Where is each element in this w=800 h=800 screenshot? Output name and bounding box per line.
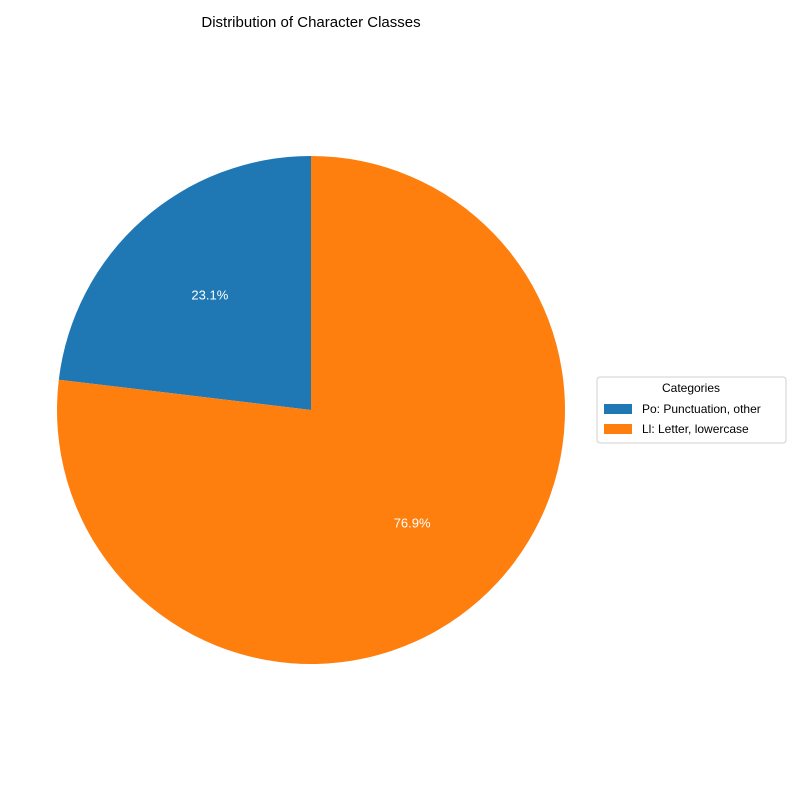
legend-swatch-1 bbox=[604, 424, 632, 434]
legend-box bbox=[596, 376, 787, 444]
chart-title: Distribution of Character Classes bbox=[201, 14, 420, 31]
pie-percent-label-0: 23.1% bbox=[191, 287, 228, 302]
legend-title: Categories bbox=[662, 381, 720, 395]
pie-percent-labels: 23.1% 76.9% bbox=[191, 287, 431, 530]
legend-label-1: Ll: Letter, lowercase bbox=[642, 422, 749, 436]
pie-slice-0 bbox=[58, 156, 312, 410]
legend-label-0: Po: Punctuation, other bbox=[642, 402, 761, 416]
legend-items: Po: Punctuation, other Ll: Letter, lowerc… bbox=[604, 402, 761, 436]
pie-percent-label-1: 76.9% bbox=[394, 515, 431, 530]
legend: Categories Po: Punctuation, other Ll: Let… bbox=[596, 376, 787, 444]
pie-slices bbox=[57, 156, 565, 664]
pie-slice-1 bbox=[57, 156, 565, 664]
legend-swatch-0 bbox=[604, 404, 632, 414]
